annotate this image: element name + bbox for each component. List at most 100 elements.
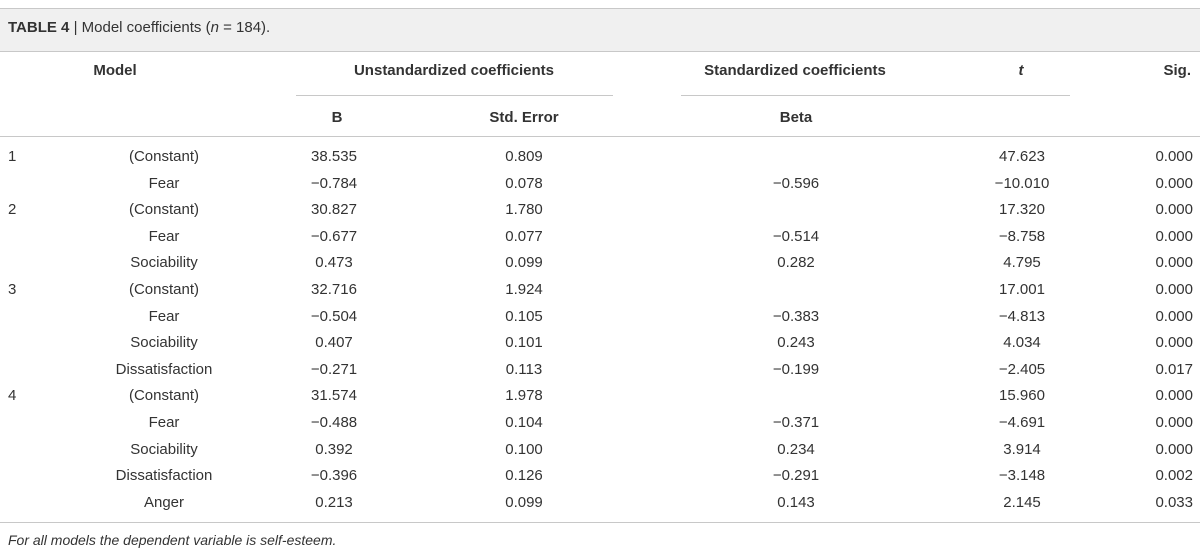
caption-rule	[0, 51, 1200, 52]
cell-std-error: 0.099	[505, 254, 543, 271]
cell-b: 0.392	[315, 441, 353, 458]
cell-b: −0.271	[310, 361, 358, 378]
cell-beta: −0.371	[772, 414, 820, 431]
cell-beta: −0.514	[772, 228, 820, 245]
cell-std-error: 1.780	[505, 201, 543, 218]
cell-b: −0.504	[310, 308, 358, 325]
cell-model: 4	[8, 387, 17, 404]
caption-text-before: Model coefficients (	[81, 19, 211, 36]
header-standardized: Standardized coefficients	[704, 62, 886, 79]
cell-beta: −0.383	[772, 308, 820, 325]
cell-b: 30.827	[311, 201, 357, 218]
cell-predictor: Fear	[148, 228, 180, 245]
cell-std-error: 0.077	[505, 228, 543, 245]
cell-sig: 0.033	[1155, 494, 1193, 511]
cell-predictor: (Constant)	[128, 201, 200, 218]
cell-std-error: 0.126	[505, 467, 543, 484]
header-sig: Sig.	[1163, 62, 1191, 79]
cell-b: 0.407	[315, 334, 353, 351]
cell-sig: 0.000	[1155, 228, 1193, 245]
cell-std-error: 0.078	[505, 175, 543, 192]
cell-t: 2.145	[1003, 494, 1041, 511]
cell-t: 17.320	[999, 201, 1045, 218]
cell-std-error: 0.101	[505, 334, 543, 351]
cell-predictor: Dissatisfaction	[115, 467, 213, 484]
cell-sig: 0.000	[1155, 387, 1193, 404]
cell-t: −3.148	[998, 467, 1046, 484]
header-model: Model	[93, 62, 137, 79]
standardized-rule	[681, 95, 1070, 96]
cell-predictor: Anger	[143, 494, 185, 511]
cell-predictor: Sociability	[130, 254, 198, 271]
cell-sig: 0.000	[1155, 334, 1193, 351]
table-bottom-rule	[0, 522, 1200, 523]
table-caption: TABLE 4 | Model coefficients (n = 184).	[8, 19, 270, 36]
cell-t: −4.813	[998, 308, 1046, 325]
cell-b: 38.535	[311, 148, 357, 165]
cell-std-error: 0.100	[505, 441, 543, 458]
caption-n-symbol: n	[210, 19, 219, 36]
header-unstandardized: Unstandardized coefficients	[353, 62, 555, 79]
cell-b: 0.473	[315, 254, 353, 271]
cell-model: 3	[8, 281, 17, 298]
caption-text-after: = 184).	[218, 19, 271, 36]
caption-band	[0, 9, 1200, 51]
cell-sig: 0.002	[1155, 467, 1193, 484]
cell-predictor: Dissatisfaction	[115, 361, 213, 378]
top-rule	[0, 8, 1200, 9]
cell-t: −8.758	[998, 228, 1046, 245]
caption-separator: |	[69, 19, 82, 36]
cell-std-error: 1.924	[505, 281, 543, 298]
cell-sig: 0.000	[1155, 308, 1193, 325]
cell-b: 32.716	[311, 281, 357, 298]
header-std-error: Std. Error	[489, 109, 559, 126]
cell-beta: −0.291	[772, 467, 820, 484]
cell-sig: 0.000	[1155, 414, 1193, 431]
cell-sig: 0.000	[1155, 441, 1193, 458]
cell-std-error: 0.099	[505, 494, 543, 511]
cell-beta: −0.596	[772, 175, 820, 192]
table-note: For all models the dependent variable is…	[8, 532, 337, 548]
cell-t: −10.010	[994, 175, 1050, 192]
cell-std-error: 1.978	[505, 387, 543, 404]
cell-t: −2.405	[998, 361, 1046, 378]
cell-t: 4.795	[1003, 254, 1041, 271]
cell-sig: 0.000	[1155, 281, 1193, 298]
cell-predictor: Sociability	[130, 334, 198, 351]
cell-b: −0.784	[310, 175, 358, 192]
cell-std-error: 0.809	[505, 148, 543, 165]
cell-predictor: (Constant)	[128, 387, 200, 404]
cell-std-error: 0.113	[505, 361, 543, 378]
unstandardized-rule	[296, 95, 613, 96]
cell-sig: 0.000	[1155, 175, 1193, 192]
header-t: t	[1018, 62, 1024, 79]
cell-predictor: (Constant)	[128, 148, 200, 165]
cell-b: 31.574	[311, 387, 357, 404]
cell-b: −0.677	[310, 228, 358, 245]
cell-sig: 0.000	[1155, 148, 1193, 165]
cell-t: 15.960	[999, 387, 1045, 404]
cell-sig: 0.000	[1155, 254, 1193, 271]
cell-predictor: Fear	[148, 175, 180, 192]
cell-model: 2	[8, 201, 17, 218]
cell-predictor: Sociability	[130, 441, 198, 458]
header-beta: Beta	[779, 109, 813, 126]
cell-sig: 0.000	[1155, 201, 1193, 218]
header-bottom-rule	[0, 136, 1200, 137]
cell-beta: 0.234	[777, 441, 815, 458]
cell-predictor: Fear	[148, 414, 180, 431]
cell-t: 17.001	[999, 281, 1045, 298]
cell-t: −4.691	[998, 414, 1046, 431]
table-label: TABLE 4	[8, 19, 70, 36]
cell-predictor: (Constant)	[128, 281, 200, 298]
cell-beta: 0.282	[777, 254, 815, 271]
cell-predictor: Fear	[148, 308, 180, 325]
cell-b: 0.213	[315, 494, 353, 511]
cell-t: 4.034	[1003, 334, 1041, 351]
cell-t: 47.623	[999, 148, 1045, 165]
cell-std-error: 0.105	[505, 308, 543, 325]
cell-beta: 0.243	[777, 334, 815, 351]
cell-beta: 0.143	[777, 494, 815, 511]
cell-sig: 0.017	[1155, 361, 1193, 378]
